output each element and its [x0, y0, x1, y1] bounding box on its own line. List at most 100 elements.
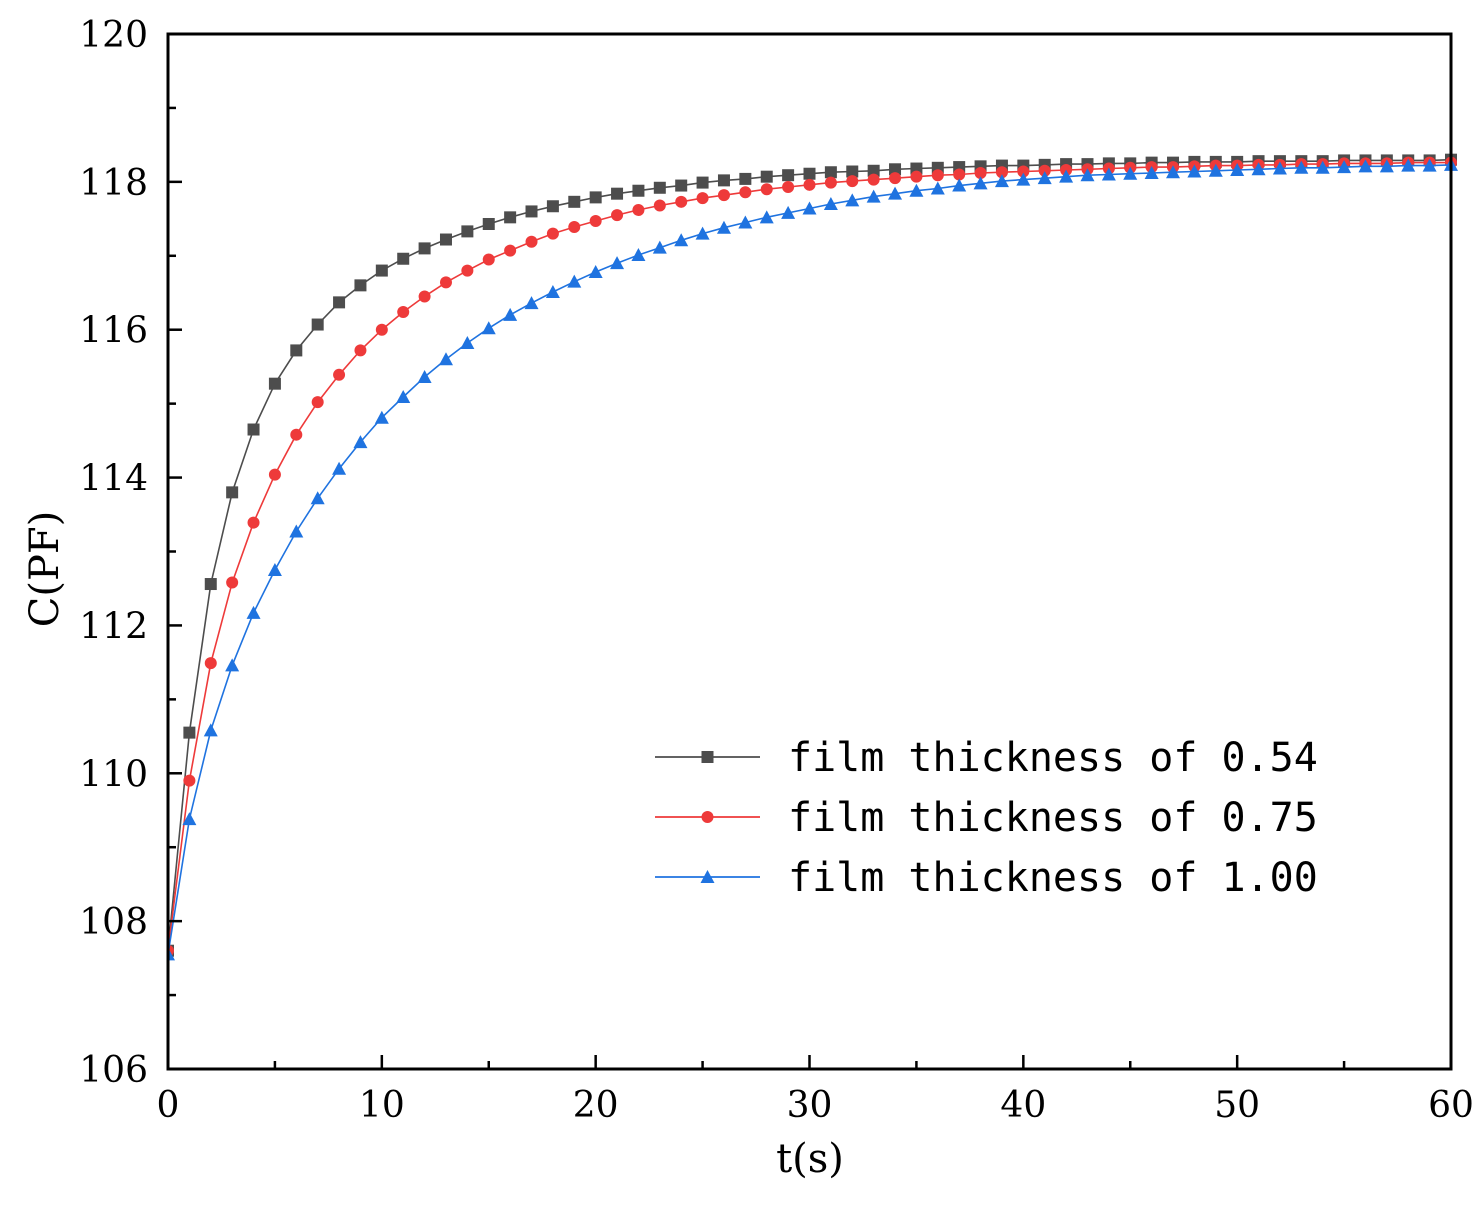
series-1-point [525, 205, 538, 218]
series-3-point [759, 210, 774, 224]
series-2-point [717, 189, 730, 202]
x-tick-label: 0 [157, 1085, 180, 1126]
series-3-point [1080, 168, 1095, 182]
series-2-point [333, 368, 346, 381]
legend: film thickness of 0.54 film thickness of … [655, 735, 1318, 901]
series-1-point [632, 184, 645, 197]
series-2-point [525, 235, 538, 248]
series-2-point [461, 264, 474, 277]
series-3-point [1016, 172, 1031, 186]
series-3-point [182, 812, 197, 826]
series-2-point [1038, 164, 1051, 177]
series-3-point [1101, 167, 1116, 181]
series-2-point [568, 220, 581, 233]
series-3-point [802, 201, 817, 215]
series-1-point [675, 179, 688, 192]
series-3-point [845, 193, 860, 207]
legend-marker [701, 751, 714, 763]
series-2-point [311, 396, 324, 409]
series-1-point [546, 200, 559, 213]
series-1-point [696, 176, 709, 189]
series-2-point [974, 166, 987, 179]
series-1-point [268, 377, 281, 390]
series-3-point [973, 176, 988, 190]
series-3-point [1059, 169, 1074, 183]
series-2-point [290, 428, 303, 441]
legend-item-3: film thickness of 1.00 [655, 855, 1318, 901]
legend-marker [700, 870, 715, 883]
series-3-point [396, 389, 411, 403]
legend-label: film thickness of 0.75 [788, 795, 1318, 841]
x-tick-label: 50 [1214, 1085, 1260, 1126]
series-3-point [460, 336, 475, 350]
series-3-point [267, 562, 282, 576]
series-3-point [1272, 161, 1287, 175]
x-tick-label: 60 [1428, 1085, 1474, 1126]
series-1-point [824, 166, 837, 179]
plot-area [168, 153, 1458, 961]
series-1-point [290, 344, 303, 357]
series-3-point [1166, 165, 1181, 179]
series-3-point [310, 491, 325, 505]
series-2-point [653, 199, 666, 212]
series-1-point [418, 242, 431, 255]
series-3-point [168, 947, 175, 961]
series-3-point [866, 189, 881, 203]
y-tick-label: 114 [79, 459, 148, 500]
series-3-point [888, 186, 903, 200]
series-3-point [781, 205, 796, 219]
series-3-point [438, 352, 453, 366]
series-1-point [760, 170, 773, 183]
series-2-point [226, 576, 239, 589]
series-3-point [588, 265, 603, 279]
series-3-point [994, 174, 1009, 188]
series-3-point [1251, 162, 1266, 176]
series-2-point [268, 468, 281, 481]
series-3-point [1037, 171, 1052, 185]
series-1-point [333, 296, 346, 309]
series-2-point [675, 195, 688, 208]
series-3-point [203, 723, 218, 737]
series-2-point [611, 209, 624, 222]
x-tick-label: 40 [1000, 1085, 1046, 1126]
series-3-point [332, 461, 347, 475]
series-1-point [867, 164, 880, 177]
x-tick-label: 20 [573, 1085, 619, 1126]
legend-item-1: film thickness of 0.54 [655, 735, 1318, 781]
series-3-point [716, 220, 731, 234]
series-1-point [439, 233, 452, 246]
series-2-point [247, 516, 260, 529]
series-1-point [782, 169, 795, 182]
y-tick-label: 106 [79, 1050, 148, 1091]
series-3-point [1123, 166, 1138, 180]
series-3-point [930, 181, 945, 195]
series-2-point [803, 178, 816, 191]
series-3-point [246, 605, 261, 619]
series-2-point [867, 173, 880, 186]
series-1-point [354, 279, 367, 292]
series-2-point [824, 176, 837, 189]
series-3-point [1187, 164, 1202, 178]
series-3-point [1208, 163, 1223, 177]
x-axis-title: t(s) [776, 1136, 844, 1182]
series-3-point [1379, 159, 1394, 173]
series-1-point [375, 264, 388, 277]
series-3-point [909, 183, 924, 197]
axes: 0 10 20 30 40 50 60 106 108 110 112 114 116 118 120 [79, 15, 1474, 1126]
series-3-point [481, 321, 496, 335]
series-1-point [226, 486, 239, 499]
series-3-point [695, 226, 710, 240]
series-3-point [1144, 165, 1159, 179]
series-2-point [589, 215, 602, 228]
series-1-point [717, 174, 730, 187]
series-2-point [846, 175, 859, 188]
series-3-point [1422, 158, 1437, 172]
legend-label: film thickness of 1.00 [788, 855, 1318, 901]
series-1-point [653, 181, 666, 194]
series-3-point [1294, 160, 1309, 174]
x-tick-label: 10 [359, 1085, 405, 1126]
series-3-point [374, 410, 389, 424]
series-1-point [204, 578, 217, 591]
legend-marker [701, 811, 714, 823]
